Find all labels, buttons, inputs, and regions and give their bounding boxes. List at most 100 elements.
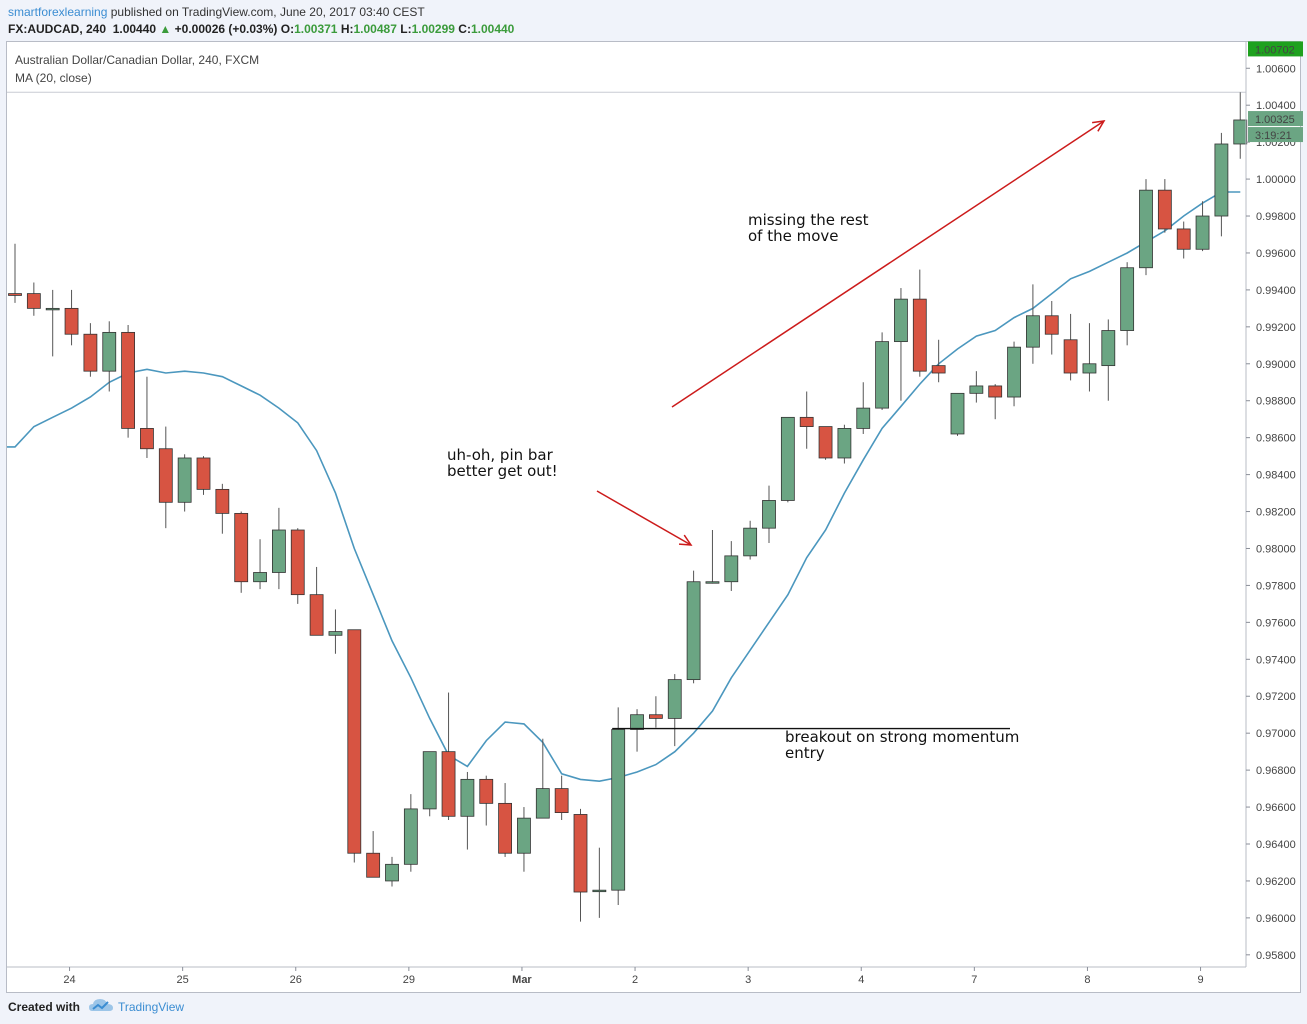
candle [1007,341,1021,407]
candle-body [253,572,267,583]
move-arrow [671,120,1106,408]
time-tick-label: 25 [177,974,189,986]
candle [328,609,343,654]
candle-body [667,679,682,719]
candle [818,426,833,460]
time-tick-label: 26 [290,974,302,986]
price-tick-label: 0.99600 [1256,248,1296,260]
candle-body [121,331,135,429]
candle [64,289,79,346]
candle [177,454,192,512]
price-tick-label: 0.96000 [1256,913,1296,925]
candle-body [64,307,79,335]
candle-body [535,788,550,819]
candle [912,269,927,377]
candle [837,424,852,464]
candle [347,629,362,863]
price-tick-label: 1.00600 [1256,63,1296,75]
time-tick-label: Mar [512,974,532,986]
candle-body [385,863,399,882]
candle [422,751,437,817]
candle [875,332,889,410]
candle [592,847,607,918]
change: +0.00026 (+0.03%) [174,22,278,36]
candle [705,530,720,584]
time-tick-label: 29 [403,974,415,986]
candle [1120,262,1135,346]
candle-body [1063,339,1078,374]
candle [498,783,513,857]
open-value: 1.00371 [294,22,338,36]
candle-body [8,293,22,296]
indicator-legend[interactable]: MA (20, close) [15,71,92,85]
price-tick-label: 0.98200 [1256,507,1296,519]
candle [1044,300,1059,355]
candle-body [950,392,965,435]
candle-body [1044,315,1059,335]
candle [969,371,984,403]
current-price-badge-bg [1248,111,1303,127]
candle [234,511,249,593]
candle [630,709,644,752]
candle [1026,284,1040,364]
time-tick-label: 4 [858,974,864,986]
candle-body [309,594,324,636]
price-tick-label: 0.98800 [1256,396,1296,408]
annotation-pinbar-line: uh-oh, pin bar [447,446,554,464]
candle-body [45,307,60,311]
candle-body [799,416,814,427]
author-link[interactable]: smartforexlearning [8,5,108,19]
ma-line [7,191,1241,783]
price-tick-label: 0.97000 [1256,728,1296,740]
candle-body [366,852,381,878]
candle [1101,319,1116,401]
chart-frame[interactable] [6,41,1301,993]
candle [611,707,626,905]
created-with-label: Created with [8,1000,81,1014]
candle [1176,221,1191,259]
arrow-head [1092,120,1106,132]
candle [253,539,267,590]
candle [1082,323,1097,392]
low-value: 1.00299 [411,22,455,36]
price-tick-label: 0.99800 [1256,211,1296,223]
candle [271,507,286,590]
candle-body [177,457,192,503]
candle [743,520,758,560]
candle [309,566,324,636]
annotation-missing-line: of the move [748,227,839,245]
candle-body [1082,363,1097,374]
candle [83,323,98,377]
annotation-breakout-line: breakout on strong momentum [785,728,1019,746]
candle [762,485,776,543]
candle [573,808,588,922]
price-tick-label: 1.00000 [1256,174,1296,186]
header-bar: smartforexlearning published on TradingV… [0,0,1307,40]
tradingview-link[interactable]: TradingView [118,1000,185,1014]
candle-body [328,631,343,636]
candle [1063,313,1078,381]
countdown-badge: 3:19:21 [1248,127,1303,142]
arrow-head [678,534,693,546]
candle [856,382,871,434]
candle-body [26,293,41,309]
candle [403,794,418,872]
candle-body [234,512,249,583]
candle-body [422,751,437,810]
price-tick-label: 0.96400 [1256,839,1296,851]
candle-body [498,802,513,854]
candle-body [1195,215,1210,250]
candle-body [743,527,758,557]
candle-body [592,889,607,893]
time-tick-label: 8 [1084,974,1090,986]
candle [45,289,60,357]
candle-body [215,488,230,514]
candle [102,321,117,392]
candle-body [1233,119,1248,145]
candle-body [271,529,286,573]
candle-body [780,416,795,501]
open-label: O: [280,22,295,36]
candle-body [724,555,739,583]
candle [460,771,475,850]
